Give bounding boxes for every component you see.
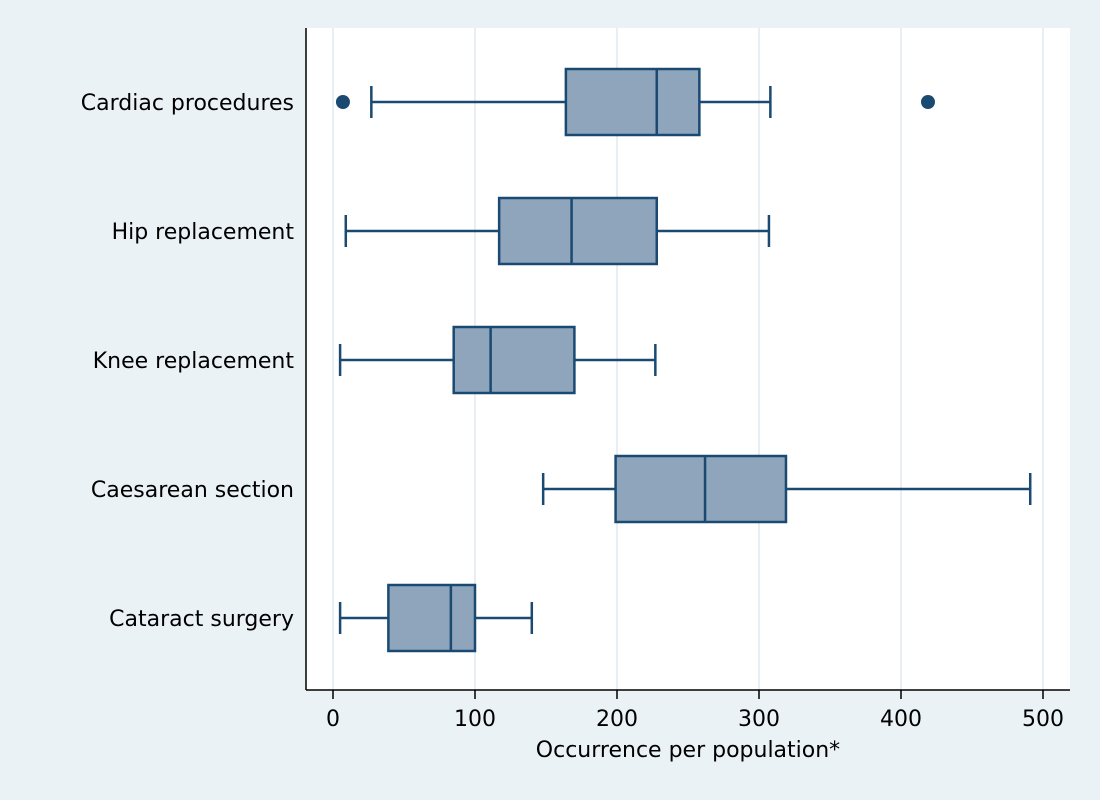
box-caesarean-section [541, 454, 1032, 524]
box-cardiac-procedures [335, 67, 935, 137]
iqr-box-knee-replacement [452, 325, 576, 395]
x-axis-title: Occurrence per population* [536, 738, 840, 763]
x-tick-label-0: 0 [326, 707, 340, 732]
x-tick-label-200: 200 [596, 707, 638, 732]
iqr-box-cardiac-procedures [564, 67, 701, 137]
iqr-box-hip-replacement [497, 196, 659, 266]
outlier-point-cardiac-procedures-1 [920, 95, 935, 109]
category-label-cataract-surgery: Cataract surgery [109, 607, 294, 632]
x-tick-label-100: 100 [454, 707, 496, 732]
box-hip-replacement [344, 196, 771, 266]
box-knee-replacement [338, 325, 657, 395]
x-tick-label-500: 500 [1022, 707, 1064, 732]
category-labels-layer: Cardiac procedures Hip replacement Knee re… [81, 91, 295, 632]
x-tick-label-300: 300 [738, 707, 780, 732]
category-label-knee-replacement: Knee replacement [93, 349, 295, 374]
category-label-hip-replacement: Hip replacement [112, 220, 295, 245]
iqr-box-cataract-surgery [387, 583, 477, 653]
category-label-caesarean-section: Caesarean section [91, 478, 294, 503]
x-ticks-layer: 0 100 200 300 400 500 [326, 690, 1064, 732]
outlier-point-cardiac-procedures-0 [335, 95, 350, 109]
boxes-layer [335, 67, 1032, 653]
iqr-box-caesarean-section [614, 454, 788, 524]
x-tick-label-400: 400 [880, 707, 922, 732]
category-label-cardiac-procedures: Cardiac procedures [81, 91, 294, 116]
box-cataract-surgery [338, 583, 534, 653]
